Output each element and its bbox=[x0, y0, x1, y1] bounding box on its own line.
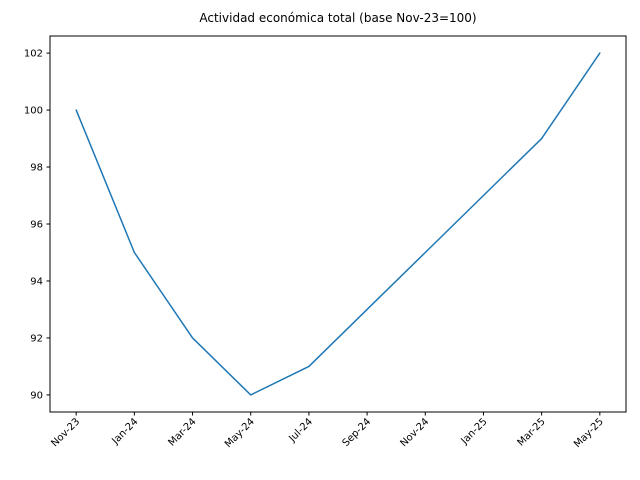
y-tick-label: 102 bbox=[24, 49, 43, 60]
plot-frame bbox=[49, 35, 627, 413]
x-tick-label: May-24 bbox=[223, 416, 257, 450]
x-tick-label: Jan-24 bbox=[110, 416, 141, 447]
x-tick-label: May-25 bbox=[572, 416, 606, 450]
x-tick-label: Mar-24 bbox=[166, 416, 198, 448]
data-line bbox=[75, 52, 601, 396]
y-tick-label: 90 bbox=[30, 390, 43, 401]
y-tick-label: 92 bbox=[30, 333, 43, 344]
chart-title: Actividad económica total (base Nov-23=1… bbox=[199, 11, 477, 25]
x-tick-label: Sep-24 bbox=[341, 416, 374, 449]
x-tick-label: Jan-25 bbox=[459, 416, 490, 447]
x-tick-label: Nov-23 bbox=[49, 416, 82, 449]
y-tick-label: 96 bbox=[30, 220, 43, 231]
x-tick-label: Jul-24 bbox=[286, 416, 315, 445]
x-tick-label: Nov-24 bbox=[398, 416, 431, 449]
x-tick-label: Mar-25 bbox=[516, 416, 548, 448]
y-tick-label: 100 bbox=[24, 106, 43, 117]
y-tick-label: 94 bbox=[30, 276, 43, 287]
y-tick-label: 98 bbox=[30, 163, 43, 174]
